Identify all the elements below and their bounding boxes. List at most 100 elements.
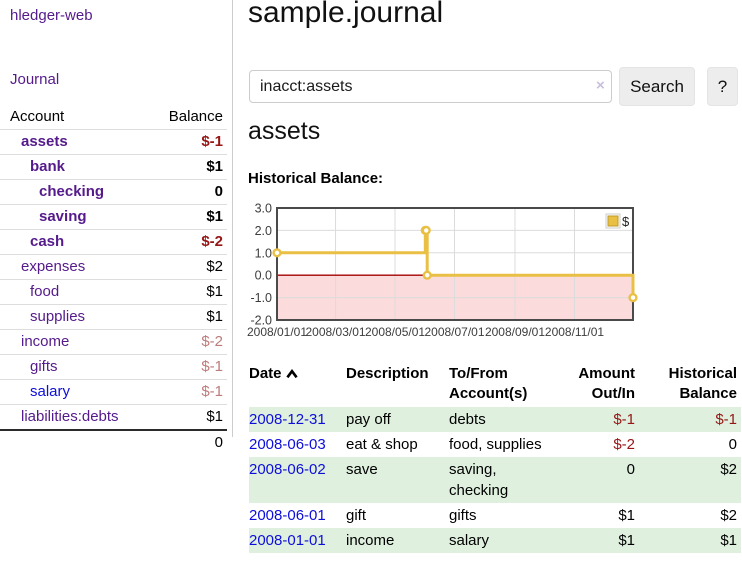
transaction-date-cell: 2008-06-02 (249, 457, 346, 503)
account-link[interactable]: supplies (30, 308, 86, 325)
amount-column-header: Amount Out/In (578, 365, 635, 402)
account-row: assets $-1 (0, 129, 227, 155)
transaction-accounts: gifts (449, 507, 477, 524)
account-row: saving $1 (0, 204, 227, 230)
balance-column-header: Balance (168, 108, 223, 125)
clear-search-icon[interactable]: × (596, 77, 605, 94)
x-axis-tick-label: 2008/11/01 (545, 325, 604, 339)
search-input[interactable] (249, 70, 612, 103)
transaction-date-cell: 2008-01-01 (249, 528, 346, 553)
transaction-amount: $1 (618, 507, 635, 524)
account-heading: assets (248, 117, 321, 145)
main-content: sample.journal × Search ? assets Histori… (246, 0, 742, 582)
accounts-total-value: 0 (152, 429, 227, 455)
transaction-amount: $-1 (613, 411, 635, 428)
account-balance: 0 (152, 179, 227, 205)
accounts-total-spacer (0, 429, 153, 455)
account-row: income $-2 (0, 329, 227, 355)
account-name-cell: bank (0, 154, 153, 180)
transaction-amount: 0 (626, 461, 635, 478)
account-link[interactable]: gifts (30, 358, 58, 375)
account-link[interactable]: cash (30, 233, 65, 250)
transaction-balance: $1 (720, 532, 737, 549)
account-balance: $1 (152, 154, 227, 180)
transaction-description: income (346, 532, 395, 549)
account-link[interactable]: income (21, 333, 70, 350)
account-balance: $1 (152, 404, 227, 430)
account-name-cell: supplies (0, 304, 153, 330)
app-brand-link[interactable]: hledger-web (10, 7, 93, 24)
account-name-cell: checking (0, 179, 153, 205)
account-balance: $-2 (152, 329, 227, 355)
description-column-header: Description (346, 365, 429, 382)
transaction-date-link[interactable]: 2008-06-02 (249, 461, 326, 478)
data-point (272, 248, 282, 258)
sidebar: hledger-web Journal Account Balance asse… (0, 0, 233, 455)
historical-balance-chart: $3.0 2.0 1.0 0.0 -1.0 -2.0 2008/01/01 2008/03/0… (246, 200, 742, 348)
transaction-date-cell: 2008-06-01 (249, 503, 346, 528)
page-title: sample.journal (248, 0, 444, 29)
x-axis-tick-label: 2008/09/01 (485, 325, 545, 339)
accounts-column-header: To/From Account(s) (449, 365, 528, 402)
legend-label: $ (622, 214, 630, 229)
accounts-total-row: 0 (0, 429, 227, 455)
account-column-header: Account (10, 108, 65, 125)
transaction-date-cell: 2008-06-03 (249, 432, 346, 457)
account-balance: $-1 (152, 354, 227, 380)
sidebar-item-journal[interactable]: Journal (10, 71, 60, 88)
account-balance: $1 (152, 279, 227, 305)
register-table: Date Description To/From Account(s) Amou… (249, 361, 741, 553)
x-axis-tick-label: 2008/03/01 (305, 325, 365, 339)
account-link[interactable]: salary (30, 383, 71, 400)
transaction-accounts: food, supplies (449, 436, 542, 453)
y-axis-tick-label: 3.0 (255, 202, 272, 216)
account-name-cell: gifts (0, 354, 153, 380)
accounts-table-header: Account Balance (0, 104, 227, 130)
transaction-row: 2008-12-31 pay off debts $-1 $-1 (249, 407, 741, 432)
account-balance: $2 (152, 254, 227, 280)
account-link[interactable]: bank (30, 158, 66, 175)
transaction-amount: $-2 (613, 436, 635, 453)
transaction-accounts: debts (449, 411, 486, 428)
transaction-date-link[interactable]: 2008-06-01 (249, 507, 326, 524)
account-link[interactable]: saving (39, 208, 87, 225)
accounts-table: Account Balance assets $-1 bank $1 checking 0… (0, 104, 227, 455)
y-axis-tick-label: 2.0 (255, 224, 272, 238)
transaction-row: 2008-01-01 income salary $1 $1 (249, 528, 741, 553)
x-axis-tick-label: 2008/05/01 (365, 325, 425, 339)
transaction-balance: 0 (728, 436, 737, 453)
transaction-date-link[interactable]: 2008-06-03 (249, 436, 326, 453)
register-header-row: Date Description To/From Account(s) Amou… (249, 361, 741, 407)
plot-border (276, 207, 634, 321)
help-button[interactable]: ? (707, 67, 738, 106)
data-point (628, 292, 638, 303)
account-name-cell: assets (0, 129, 153, 155)
account-row: bank $1 (0, 154, 227, 180)
account-link[interactable]: assets (21, 133, 68, 150)
transaction-date-link[interactable]: 2008-01-01 (249, 532, 326, 549)
y-axis-tick-label: -1.0 (250, 291, 272, 305)
account-link[interactable]: food (30, 283, 60, 300)
account-link[interactable]: expenses (21, 258, 86, 275)
transaction-description: save (346, 461, 378, 478)
transaction-date-cell: 2008-12-31 (249, 407, 346, 432)
y-axis-tick-label: -2.0 (250, 314, 272, 328)
account-row: supplies $1 (0, 304, 227, 330)
transaction-date-link[interactable]: 2008-12-31 (249, 411, 326, 428)
transaction-balance: $-1 (715, 411, 737, 428)
date-column-header[interactable]: Date (249, 361, 346, 407)
sort-ascending-icon (285, 369, 298, 379)
legend-swatch (607, 215, 619, 227)
account-row: liabilities:debts $1 (0, 404, 227, 430)
search-form: × Search ? (246, 67, 742, 106)
y-axis-tick-label: 1.0 (255, 246, 272, 260)
account-row: expenses $2 (0, 254, 227, 280)
account-link[interactable]: checking (39, 183, 105, 200)
search-button[interactable]: Search (619, 67, 695, 106)
account-row: food $1 (0, 279, 227, 305)
transaction-row: 2008-06-02 save saving, checking 0 $2 (249, 457, 741, 503)
account-name-cell: income (0, 329, 153, 355)
account-link[interactable]: liabilities:debts (21, 408, 119, 425)
x-axis-tick-label: 2008/01/01 (247, 325, 307, 339)
transaction-row: 2008-06-03 eat & shop food, supplies $-2 0 (249, 432, 741, 457)
